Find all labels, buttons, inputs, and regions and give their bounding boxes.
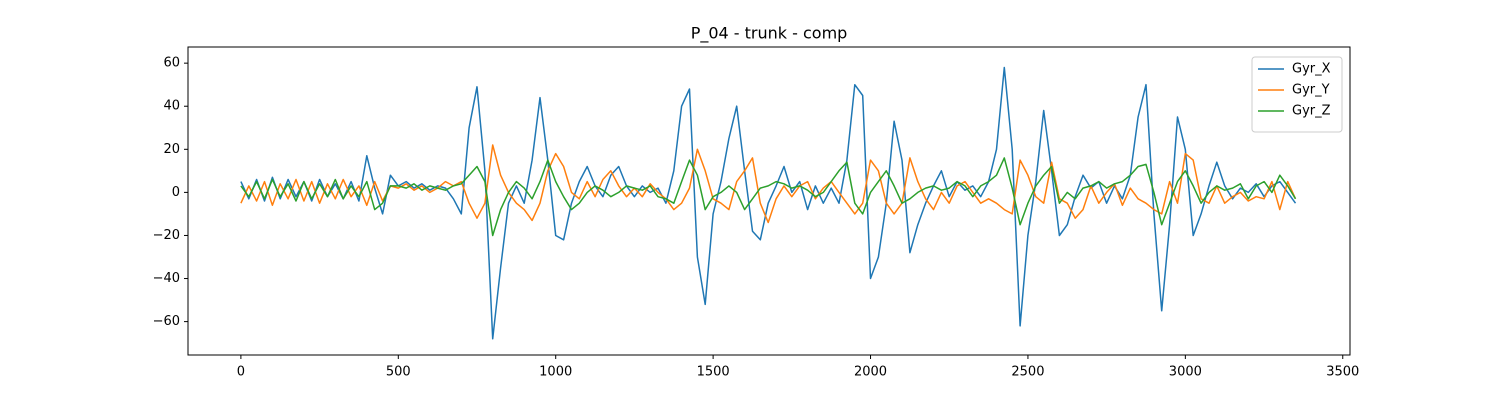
- y-tick-label: 60: [163, 56, 180, 71]
- x-tick-label: 500: [386, 365, 411, 380]
- x-tick-label: 2500: [1011, 365, 1044, 380]
- legend-label: Gyr_X: [1292, 62, 1331, 77]
- y-tick-label: −40: [153, 271, 180, 286]
- x-tick-label: 3000: [1169, 365, 1202, 380]
- data-line: [240, 144, 1297, 224]
- y-tick-label: 0: [172, 185, 180, 200]
- y-tick-label: 40: [163, 99, 180, 114]
- x-tick-label: 1500: [697, 365, 730, 380]
- axes-frame: [187, 46, 1351, 356]
- legend-box: [1251, 56, 1343, 133]
- x-tick-label: 1000: [539, 365, 572, 380]
- legend-label: Gyr_Z: [1292, 104, 1331, 119]
- x-tick-label: 0: [237, 365, 245, 380]
- x-tick-label: 3500: [1326, 365, 1359, 380]
- data-line: [240, 157, 1297, 237]
- chart-title: P_04 - trunk - comp: [691, 24, 848, 44]
- legend-label: Gyr_Y: [1292, 83, 1330, 98]
- y-tick-label: −60: [153, 314, 180, 329]
- data-line: [240, 66, 1297, 340]
- y-tick-label: −20: [153, 228, 180, 243]
- y-tick-label: 20: [163, 142, 180, 157]
- x-tick-label: 2000: [854, 365, 887, 380]
